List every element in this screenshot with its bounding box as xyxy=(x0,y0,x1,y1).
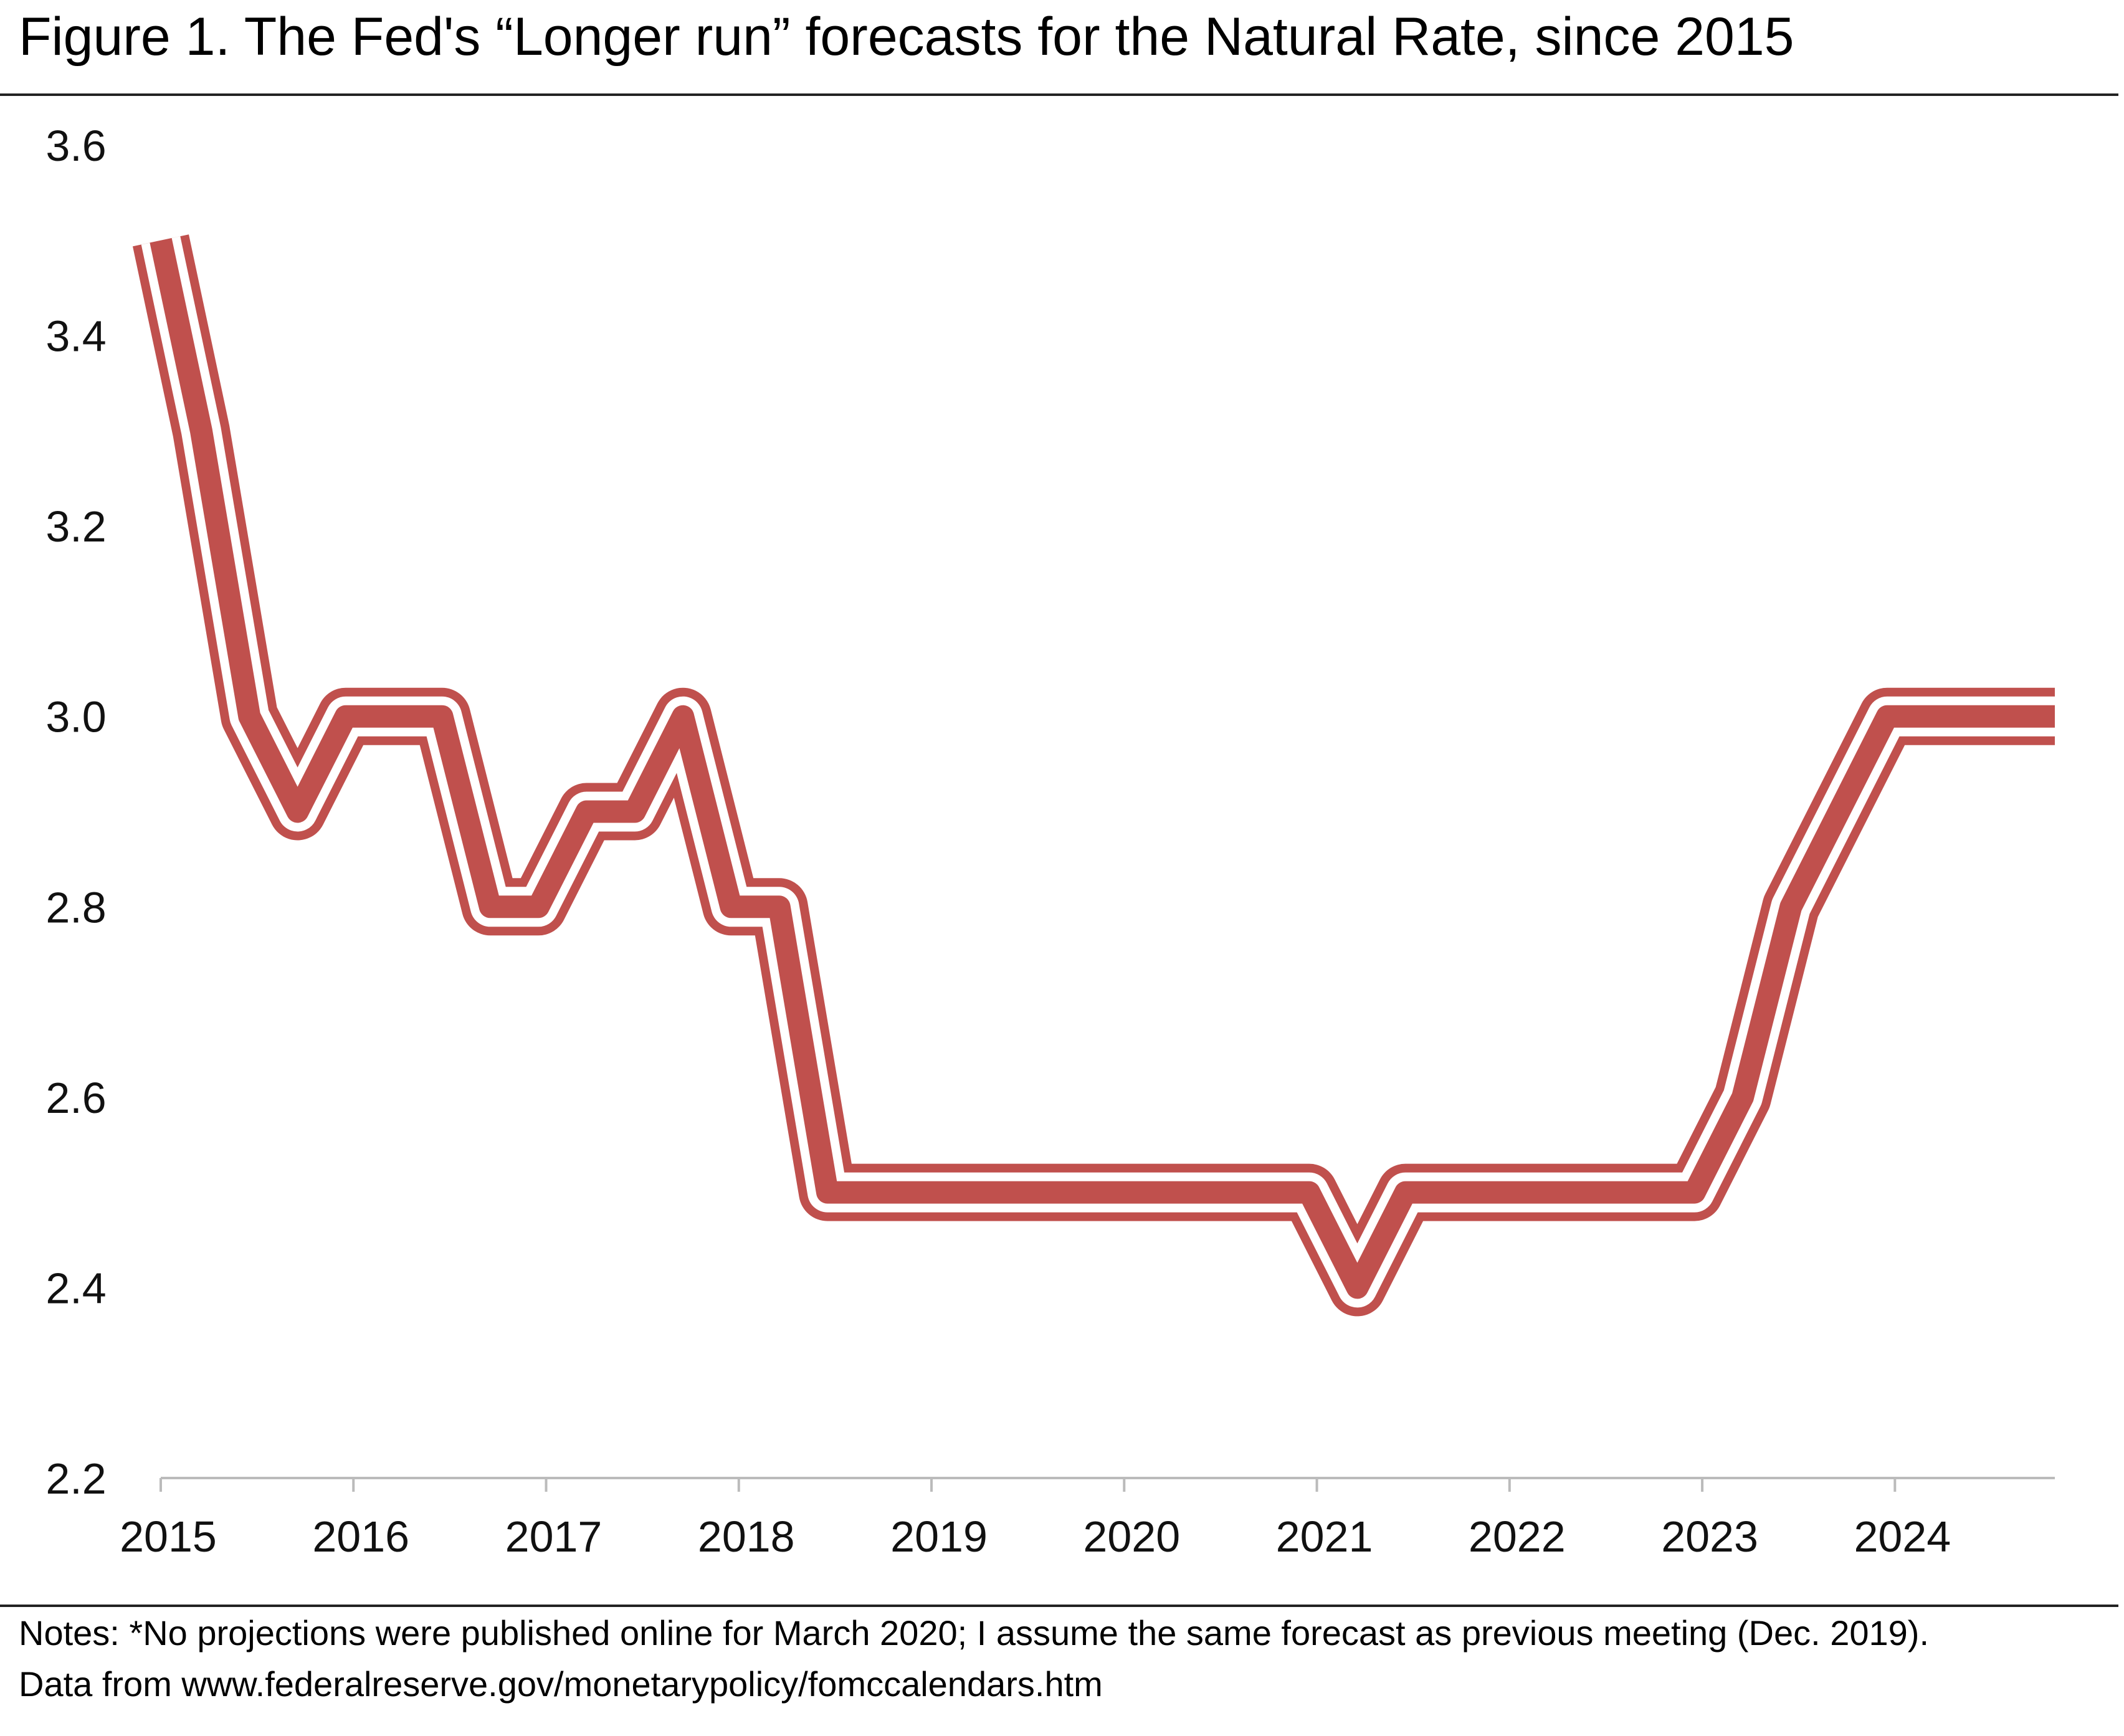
x-tick-label: 2021 xyxy=(1276,1512,1373,1561)
data-point xyxy=(1741,1096,1744,1099)
y-tick-label: 2.2 xyxy=(45,1454,106,1503)
data-point xyxy=(1356,1286,1358,1289)
series-line xyxy=(133,234,2060,1317)
data-point xyxy=(1019,1191,1021,1194)
data-point xyxy=(682,715,684,718)
data-point xyxy=(1549,1191,1551,1194)
y-tick-label: 2.4 xyxy=(45,1264,106,1312)
y-tick-label: 3.4 xyxy=(45,312,106,361)
x-tick-label: 2015 xyxy=(120,1512,217,1561)
data-point xyxy=(393,715,395,718)
data-point xyxy=(297,811,299,813)
x-tick-label: 2022 xyxy=(1469,1512,1566,1561)
x-tick-label: 2020 xyxy=(1083,1512,1180,1561)
data-point xyxy=(345,715,347,718)
data-point xyxy=(778,905,781,908)
data-point xyxy=(1115,1191,1118,1194)
data-point xyxy=(1404,1191,1407,1194)
notes-line-1: Notes: *No projections were published on… xyxy=(19,1613,1929,1653)
x-tick-label: 2024 xyxy=(1854,1512,1951,1561)
data-point xyxy=(826,1191,829,1194)
data-point xyxy=(923,1191,925,1194)
data-point xyxy=(200,429,202,432)
y-tick-label: 3.6 xyxy=(45,122,106,170)
data-point xyxy=(585,811,588,813)
data-point xyxy=(537,905,540,908)
data-point xyxy=(1452,1191,1455,1194)
data-point xyxy=(1886,715,1888,718)
data-point xyxy=(441,715,444,718)
x-tick-label: 2018 xyxy=(698,1512,795,1561)
data-point xyxy=(1308,1191,1310,1194)
data-point xyxy=(874,1191,877,1194)
data-point xyxy=(1693,1191,1696,1194)
notes-divider xyxy=(0,1605,2118,1607)
notes-line-2: Data from www.federalreserve.gov/monetar… xyxy=(19,1664,1103,1704)
data-point xyxy=(2031,715,2033,718)
data-point xyxy=(1934,715,1936,718)
data-point xyxy=(1983,715,1985,718)
data-point xyxy=(1212,1191,1214,1194)
y-tick-label: 3.0 xyxy=(45,693,106,742)
series-line-core xyxy=(150,238,2055,1299)
chart-title: Figure 1. The Fed's “Longer run” forecas… xyxy=(19,7,1794,67)
data-point xyxy=(489,905,492,908)
y-tick-label: 3.2 xyxy=(45,502,106,551)
data-point xyxy=(1500,1191,1503,1194)
data-point xyxy=(1260,1191,1262,1194)
data-point xyxy=(1067,1191,1070,1194)
data-point xyxy=(730,905,732,908)
data-point xyxy=(634,811,636,813)
y-tick-label: 2.6 xyxy=(45,1074,106,1122)
data-point xyxy=(1645,1191,1647,1194)
data-point xyxy=(2054,715,2056,718)
data-point xyxy=(971,1191,973,1194)
data-point xyxy=(1597,1191,1599,1194)
x-tick-label: 2016 xyxy=(312,1512,409,1561)
x-tick-label: 2019 xyxy=(890,1512,988,1561)
data-point xyxy=(248,715,250,718)
y-tick-label: 2.8 xyxy=(45,883,106,932)
data-point xyxy=(1163,1191,1166,1194)
title-divider xyxy=(0,93,2118,96)
data-point xyxy=(160,239,162,242)
data-point xyxy=(1789,905,1792,908)
line-chart: 2015 2016 2017 2018 2019 2020 2021 2022 2023 2024… xyxy=(45,122,2060,1561)
x-tick-label: 2023 xyxy=(1661,1512,1758,1561)
data-point xyxy=(1838,811,1841,813)
x-tick-label: 2017 xyxy=(505,1512,602,1561)
